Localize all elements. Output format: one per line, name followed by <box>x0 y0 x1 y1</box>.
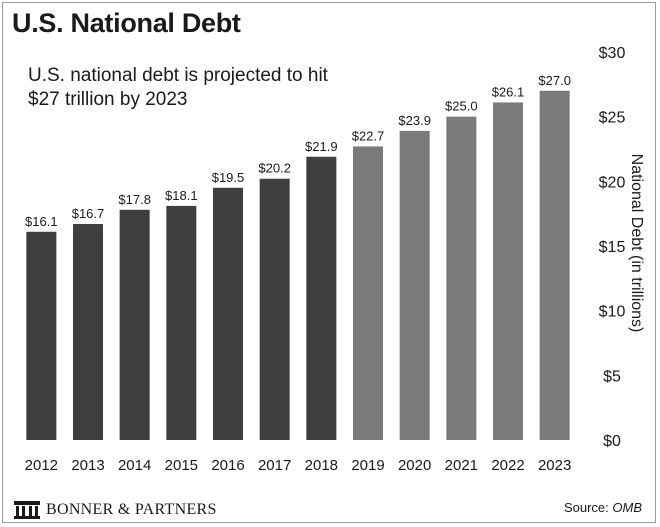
x-tick-label: 2019 <box>351 457 384 474</box>
x-tick-label: 2018 <box>305 457 338 474</box>
bar-2022 <box>493 102 523 440</box>
y-tick-label: $0 <box>603 433 621 450</box>
bar-value-label: $16.1 <box>25 214 58 229</box>
bars-group: $16.1 $16.7 $17.8 $18.1 $19.5 $20.2 $21.9 $22.7… <box>25 73 571 441</box>
x-tick-label: 2013 <box>71 457 104 474</box>
bar-2015 <box>166 205 197 440</box>
bar-value-label: $20.2 <box>258 161 291 176</box>
bar-2018 <box>306 156 337 440</box>
source-label: Source: <box>563 500 609 515</box>
brand-name: BONNER & PARTNERS <box>46 501 217 518</box>
x-tick-label: 2016 <box>211 457 244 474</box>
bar-2013 <box>73 224 103 440</box>
bar-value-label: $27.0 <box>538 73 571 88</box>
bar-2012 <box>26 231 57 440</box>
y-axis-label: National Debt (in trillions) <box>628 154 645 333</box>
bar-value-label: $19.5 <box>212 170 245 185</box>
bar-2014 <box>119 209 150 440</box>
bar-2019 <box>353 146 383 440</box>
chart-title: U.S. National Debt <box>12 8 241 38</box>
x-tick-label: 2022 <box>491 457 524 474</box>
bar-value-label: $18.1 <box>165 188 198 203</box>
y-tick-label: $15 <box>599 239 626 256</box>
y-tick-label: $25 <box>599 110 626 127</box>
brand-logo: BONNER & PARTNERS <box>14 501 217 519</box>
bar-value-label: $22.7 <box>352 128 385 143</box>
y-tick-label: $30 <box>599 45 626 62</box>
x-tick-label: 2014 <box>118 457 151 474</box>
x-tick-label: 2021 <box>445 457 478 474</box>
bar-value-label: $26.1 <box>492 84 525 99</box>
y-tick-label: $10 <box>599 304 626 321</box>
bar-2021 <box>446 116 477 441</box>
bar-2017 <box>259 178 290 440</box>
building-columns-icon <box>14 501 40 519</box>
bar-value-label: $23.9 <box>398 113 431 128</box>
x-tick-label: 2023 <box>538 457 571 474</box>
bar-value-label: $16.7 <box>72 206 105 221</box>
y-tick-label: $20 <box>599 174 626 191</box>
bar-2020 <box>399 130 430 441</box>
bar-2016 <box>213 187 243 440</box>
x-tick-label: 2012 <box>25 457 58 474</box>
chart-subtitle: U.S. national debt is projected to hit $… <box>28 65 328 110</box>
bar-value-label: $25.0 <box>445 99 478 114</box>
x-axis-group: 2012 2013 2014 2015 2016 2017 2018 2019 2020 2021… <box>25 457 572 474</box>
x-tick-label: 2015 <box>165 457 198 474</box>
bar-value-label: $17.8 <box>118 192 151 207</box>
x-tick-label: 2020 <box>398 457 431 474</box>
bar-2023 <box>539 90 570 441</box>
bar-value-label: $21.9 <box>305 139 338 154</box>
y-tick-label: $5 <box>603 368 621 385</box>
y-axis-group: $0 $5 $10 $15 $20 $25 $30 <box>599 45 626 450</box>
x-tick-label: 2017 <box>258 457 291 474</box>
source-note: Source: OMB <box>564 500 642 515</box>
source-value: OMB <box>612 500 642 515</box>
chart-frame <box>2 2 656 523</box>
